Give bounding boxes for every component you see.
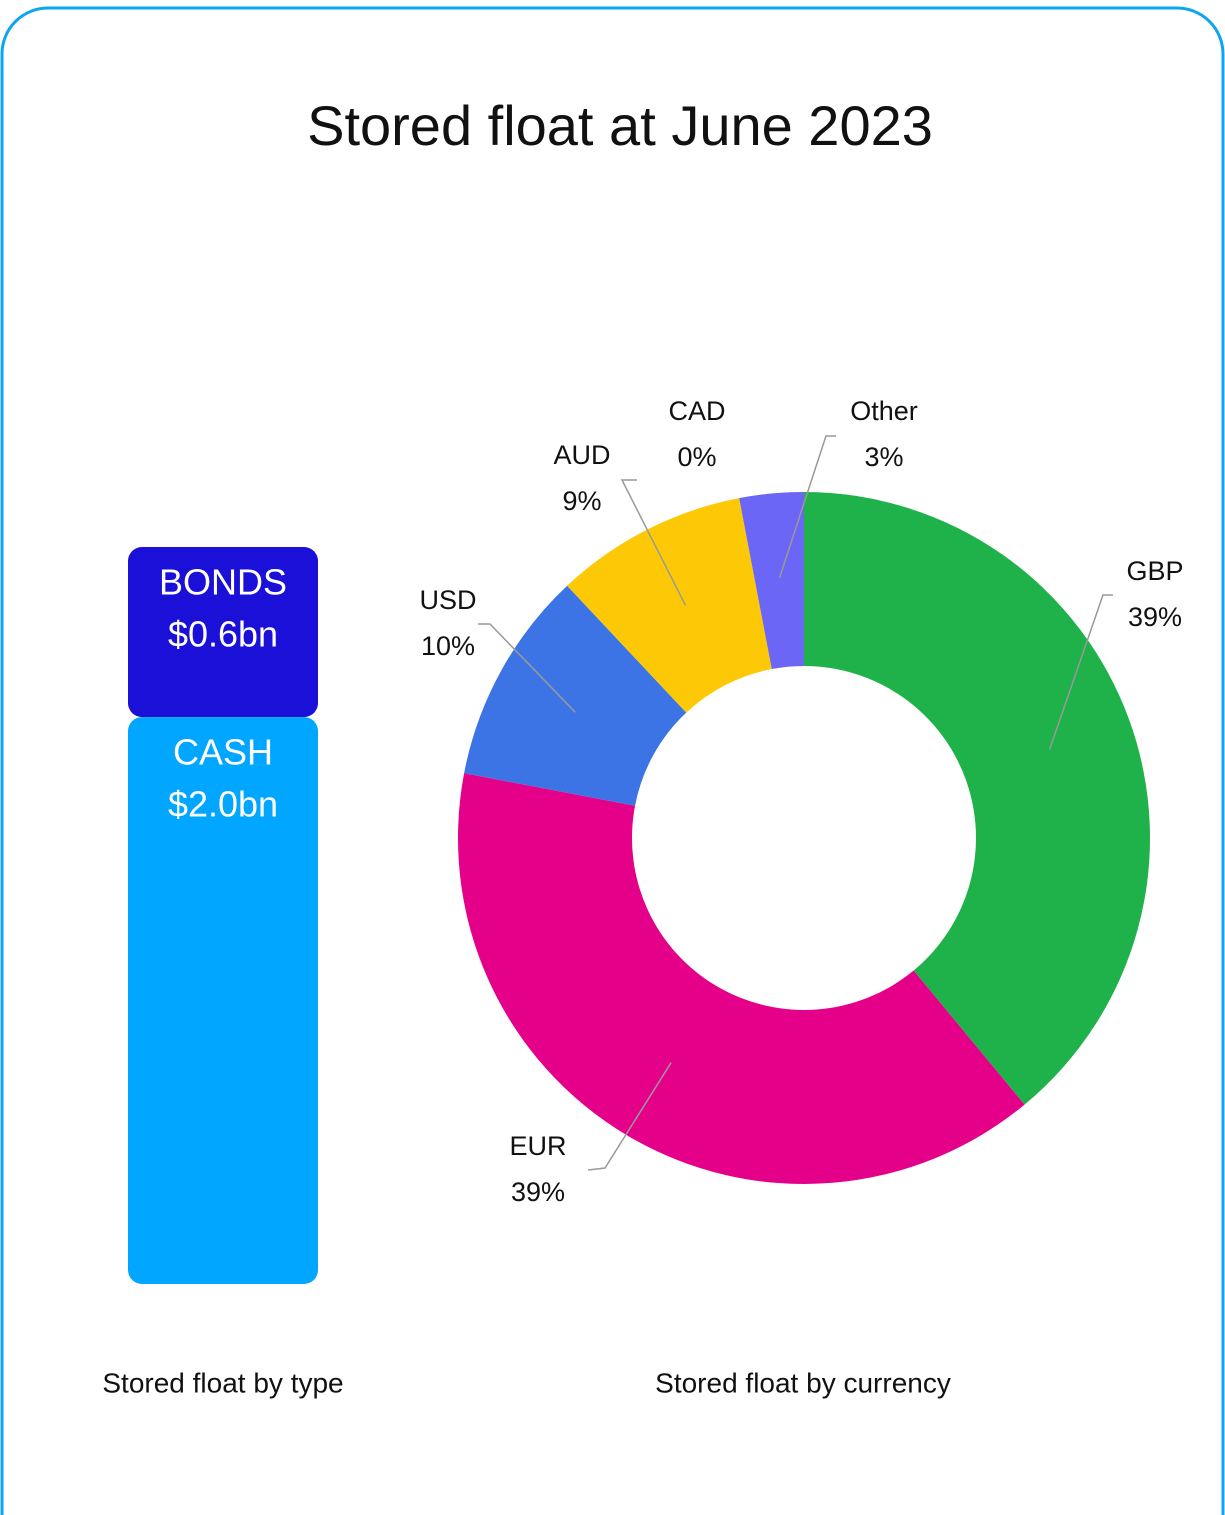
slice-value: 10% bbox=[421, 631, 475, 661]
slice-label: EUR bbox=[509, 1131, 566, 1161]
leader-line bbox=[778, 435, 836, 579]
segment-value: $0.6bn bbox=[168, 614, 278, 655]
slice-value: 3% bbox=[864, 442, 903, 472]
slice-label: AUD bbox=[553, 440, 610, 470]
segment-name: BONDS bbox=[159, 562, 287, 603]
donut-slice bbox=[567, 498, 772, 713]
donut-slice bbox=[739, 492, 804, 670]
bar-segment bbox=[128, 547, 318, 718]
slice-value: 39% bbox=[1128, 602, 1182, 632]
donut-slice bbox=[464, 585, 687, 806]
caption: Stored float by currency bbox=[655, 1367, 951, 1398]
leader-line bbox=[620, 479, 687, 606]
slice-label: GBP bbox=[1126, 556, 1183, 586]
slice-label: USD bbox=[419, 585, 476, 615]
slice-label: CAD bbox=[668, 396, 725, 426]
caption: Stored float by type bbox=[102, 1367, 343, 1398]
leader-line bbox=[478, 623, 576, 713]
segment-value: $2.0bn bbox=[168, 784, 278, 825]
slice-value: 9% bbox=[562, 486, 601, 516]
page-title: Stored float at June 2023 bbox=[307, 94, 933, 157]
leader-line bbox=[1048, 594, 1113, 750]
donut-slice bbox=[457, 773, 1025, 1185]
slice-value: 0% bbox=[677, 442, 716, 472]
bar-segment bbox=[128, 717, 318, 1284]
donut-slice bbox=[804, 492, 1151, 1105]
slice-value: 39% bbox=[511, 1177, 565, 1207]
segment-name: CASH bbox=[173, 732, 273, 773]
leader-line bbox=[587, 1062, 672, 1171]
slice-label: Other bbox=[850, 396, 918, 426]
